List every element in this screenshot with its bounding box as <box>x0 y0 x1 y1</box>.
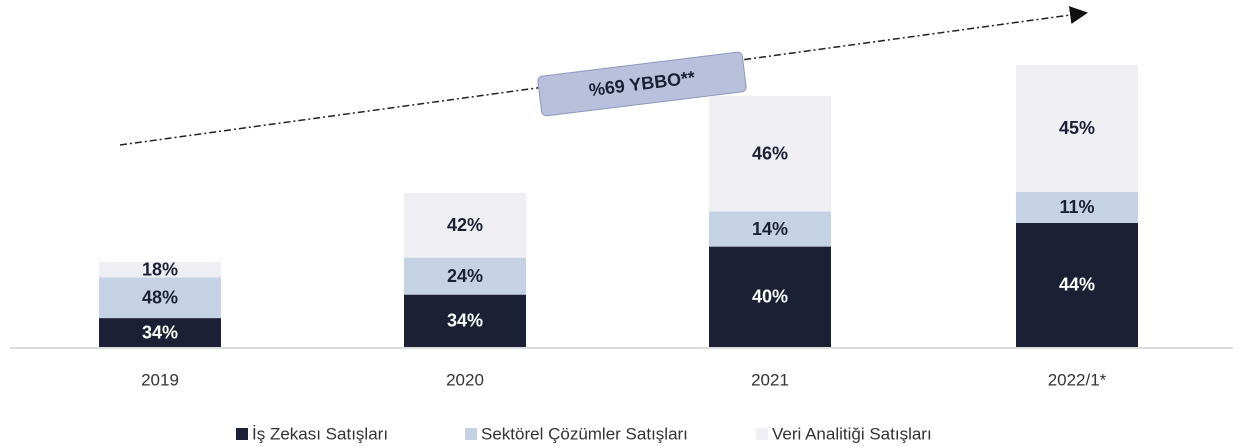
value-label: 14% <box>752 219 788 239</box>
annotation-box: %69 YBBO** <box>537 51 747 117</box>
value-label: 46% <box>752 143 788 163</box>
legend-swatch <box>236 428 248 440</box>
x-tick-label: 2020 <box>446 370 484 389</box>
bar-segment <box>709 96 831 212</box>
legend-swatch <box>756 428 768 440</box>
value-label: 18% <box>142 259 178 279</box>
x-tick-label: 2019 <box>141 370 179 389</box>
annotation-bg <box>537 51 747 117</box>
value-label: 42% <box>447 215 483 235</box>
value-label: 34% <box>447 311 483 331</box>
bar-segment <box>404 294 526 347</box>
value-label: 24% <box>447 266 483 286</box>
bar-segment <box>709 246 831 347</box>
bar-segment <box>99 262 221 278</box>
bar-segment <box>1016 65 1138 192</box>
bar-segment <box>404 257 526 295</box>
x-tick-label: 2022/1* <box>1048 370 1107 389</box>
bar-segment <box>404 193 526 258</box>
bar-segment <box>99 277 221 319</box>
value-label: 48% <box>142 287 178 307</box>
value-label: 44% <box>1059 275 1095 295</box>
value-label: 40% <box>752 287 788 307</box>
bar-segment <box>1016 222 1138 347</box>
value-label: 45% <box>1059 118 1095 138</box>
legend-label: Sektörel Çözümler Satışları <box>481 424 688 443</box>
bar-segment <box>99 318 221 347</box>
x-tick-label: 2021 <box>751 370 789 389</box>
legend-label: Veri Analitiği Satışları <box>772 424 932 443</box>
bar-segment <box>709 211 831 247</box>
value-label: 34% <box>142 322 178 342</box>
bar-segment <box>1016 191 1138 223</box>
value-label: 11% <box>1059 197 1094 217</box>
legend-swatch <box>465 428 477 440</box>
legend-label: İş Zekası Satışları <box>252 424 388 443</box>
